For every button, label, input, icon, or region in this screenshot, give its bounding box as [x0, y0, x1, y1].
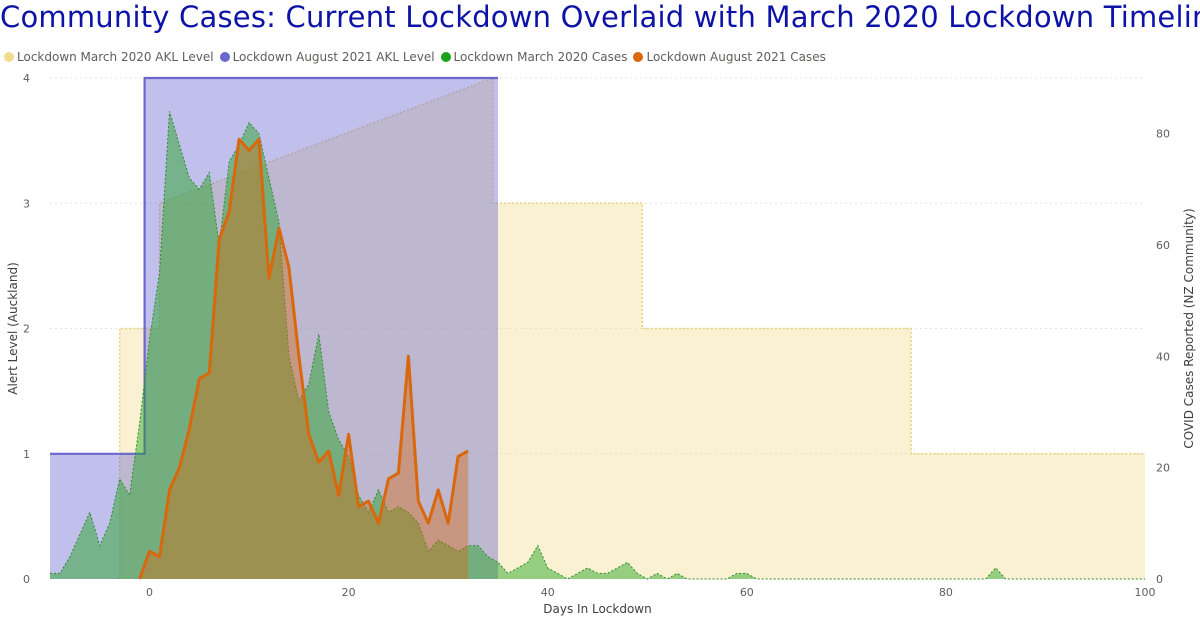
x-tick-label: 100: [1135, 586, 1156, 599]
chart-legend: Lockdown March 2020 AKL Level Lockdown A…: [4, 48, 832, 66]
area-august-2021-akl-level: [50, 78, 498, 579]
y-left-tick-label: 0: [23, 573, 30, 586]
line-march-2020-akl-level: [118, 76, 1145, 579]
x-tick-label: 60: [740, 586, 754, 599]
y-right-tick-label: 0: [1156, 573, 1163, 586]
y-left-tick-label: 1: [23, 448, 30, 461]
legend-label: Lockdown August 2021 AKL Level: [232, 50, 435, 64]
area-march-2020-akl-level: [119, 78, 1146, 579]
legend-swatch: [440, 52, 451, 62]
area-march-2020-cases: [50, 111, 1145, 580]
legend-label: Lockdown March 2020 Cases: [453, 50, 628, 64]
y-right-tick-label: 60: [1156, 239, 1170, 252]
line-march-2020-cases: [50, 111, 1145, 580]
x-axis-label: Days In Lockdown: [543, 602, 651, 616]
y-left-tick-label: 4: [23, 72, 30, 85]
legend-item-march-2020-akl-level[interactable]: Lockdown March 2020 AKL Level: [4, 50, 214, 64]
line-august-2021-akl-level: [50, 76, 498, 455]
y-right-tick-label: 20: [1156, 462, 1170, 475]
x-tick-label: 80: [939, 586, 953, 599]
x-tick-label: 40: [541, 586, 555, 599]
y-left-tick-label: 3: [23, 197, 30, 210]
y-left-tick-label: 2: [23, 323, 30, 336]
legend-swatch: [219, 52, 230, 62]
legend-item-august-2021-cases[interactable]: Lockdown August 2021 Cases: [633, 50, 826, 64]
y-right-tick-label: 40: [1156, 350, 1170, 363]
legend-item-august-2021-akl-level[interactable]: Lockdown August 2021 AKL Level: [219, 50, 435, 64]
legend-swatch: [633, 52, 644, 62]
legend-label: Lockdown March 2020 AKL Level: [17, 50, 214, 64]
line-august-2021-cases: [138, 137, 469, 580]
x-tick-label: 0: [146, 586, 153, 599]
x-tick-label: 20: [342, 586, 356, 599]
y-axis-right-label: COVID Cases Reported (NZ Community): [1182, 208, 1196, 448]
legend-swatch: [4, 52, 14, 62]
y-right-tick-label: 80: [1156, 128, 1170, 141]
legend-label: Lockdown August 2021 Cases: [646, 50, 826, 64]
chart-title: Community Cases: Current Lockdown Overla…: [0, 0, 1200, 34]
legend-item-march-2020-cases[interactable]: Lockdown March 2020 Cases: [440, 50, 628, 64]
area-august-2021-cases: [139, 139, 469, 579]
y-axis-left-label: Alert Level (Auckland): [6, 262, 20, 395]
